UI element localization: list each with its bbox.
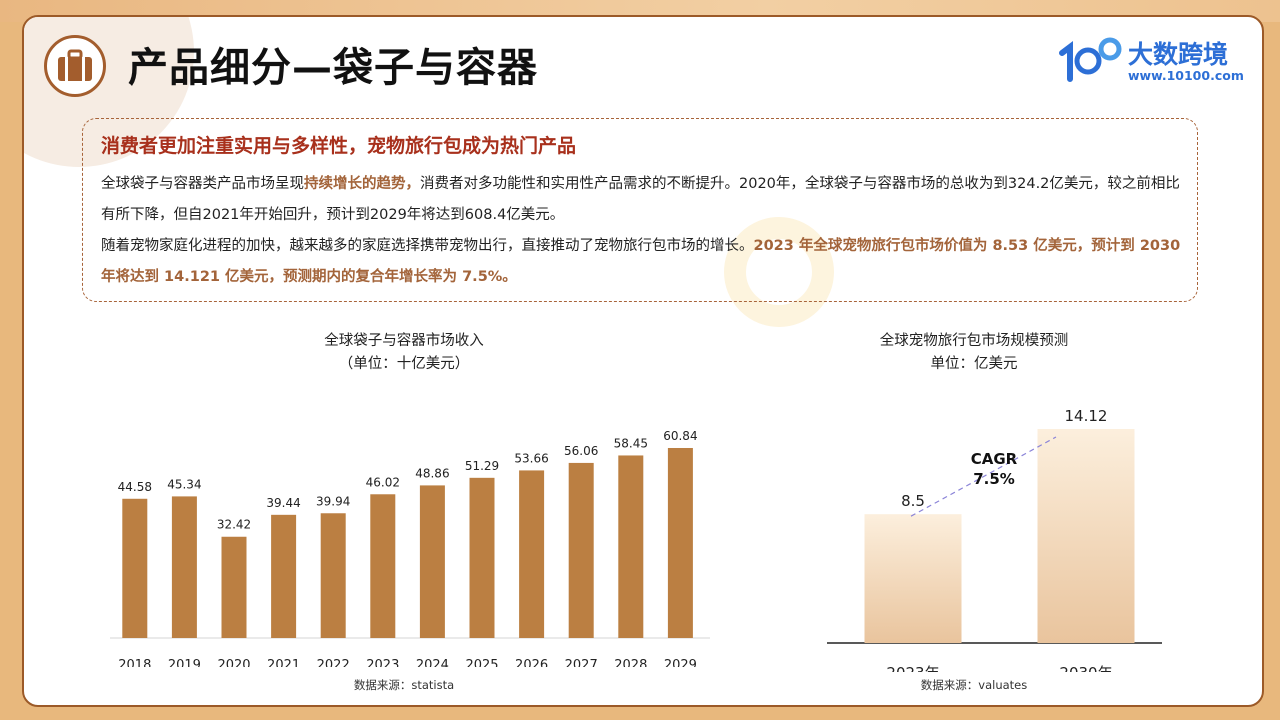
bar — [519, 470, 545, 638]
info-p1-text-end: 消费者对多功能性和实用性产品需求的不断提升。2020年，全球袋子与容器市场的总收… — [101, 176, 1180, 223]
x-tick-label: 2029 — [664, 658, 697, 667]
x-tick-label: 2021 — [267, 658, 300, 667]
cagr-label: CAGR — [971, 450, 1018, 468]
x-tick-label: 2027 — [565, 658, 598, 667]
bar-value-label: 58.45 — [614, 436, 648, 450]
logo-mark-icon — [1059, 37, 1122, 82]
x-tick-label: 2022 — [317, 658, 350, 667]
x-tick-label: 2025 — [465, 658, 498, 667]
bar — [320, 513, 346, 638]
travel-bag-chart-title: 全球宠物旅行包市场规模预测 — [879, 333, 1069, 349]
bar-chart-title-block: 全球袋子与容器市场收入 （单位：十亿美元） — [254, 330, 554, 376]
bar — [419, 485, 445, 638]
slide-card: 产品细分—袋子与容器 大数跨境 www.10100.com 消费者更加注重实用与… — [22, 15, 1264, 707]
brand-logo: 大数跨境 www.10100.com — [1058, 35, 1248, 95]
bar-chart-source: 数据来源：statista — [353, 678, 455, 692]
bar — [370, 494, 396, 638]
bar-value-label: 32.42 — [217, 518, 251, 532]
bar-value-label: 8.5 — [901, 492, 925, 510]
x-tick-label: 2023 — [366, 658, 399, 667]
x-tick-label: 2024 — [416, 658, 449, 667]
info-p2-text: 随着宠物家庭化进程的加快，越来越多的家庭选择携带宠物出行，直接推动了宠物旅行包市… — [101, 238, 754, 254]
travel-bag-chart-title-block: 全球宠物旅行包市场规模预测 单位：亿美元 — [824, 330, 1124, 376]
bar-value-label: 46.02 — [366, 475, 400, 489]
info-box: 消费者更加注重实用与多样性，宠物旅行包成为热门产品 全球袋子与容器类产品市场呈现… — [82, 118, 1198, 302]
logo-url: www.10100.com — [1128, 68, 1244, 83]
x-tick-label: 2020 — [217, 658, 250, 667]
cagr-value: 7.5% — [973, 470, 1015, 488]
market-revenue-bar-chart: 44.58 2018 45.34 2019 32.42 2020 39.44 2021 39.9… — [110, 429, 710, 667]
page-title: 产品细分—袋子与容器 — [128, 45, 538, 91]
x-tick-label: 2019 — [168, 658, 201, 667]
bar-value-label: 39.44 — [266, 496, 300, 510]
bar-value-label: 45.34 — [167, 477, 201, 491]
bar-chart-subtitle: （单位：十亿美元） — [338, 356, 470, 372]
cagr-trend-line — [910, 436, 1057, 517]
travel-bag-chart-source: 数据来源：valuates — [920, 678, 1028, 692]
info-p2-highlight: 2023 年全球宠物旅行包市场价值为 8.53 亿美元，预计到 2030 年将达… — [101, 238, 1181, 285]
bar-value-label: 44.58 — [118, 480, 152, 494]
bar-value-label: 56.06 — [564, 444, 598, 458]
bar — [171, 496, 197, 638]
bar — [568, 462, 594, 638]
bar-value-label: 39.94 — [316, 494, 350, 508]
bar — [122, 498, 148, 638]
bar-value-label: 51.29 — [465, 459, 499, 473]
bar — [667, 447, 693, 638]
x-tick-label: 2026 — [515, 658, 548, 667]
bar — [271, 514, 297, 638]
x-tick-label: 2018 — [118, 658, 151, 667]
bar-value-label: 60.84 — [663, 429, 697, 443]
bar — [618, 455, 644, 638]
bar — [864, 514, 962, 643]
info-p1-text: 全球袋子与容器类产品市场呈现 — [101, 176, 304, 192]
bar-value-label: 48.86 — [415, 466, 449, 480]
info-p1-highlight: 持续增长的趋势， — [304, 176, 420, 192]
bar — [469, 477, 495, 638]
bar-value-label: 14.12 — [1065, 407, 1108, 425]
info-text: 全球袋子与容器类产品市场呈现持续增长的趋势，消费者对多功能性和实用性产品需求的不… — [101, 169, 1181, 293]
bar — [221, 536, 247, 638]
bar — [1037, 429, 1135, 643]
bar-chart-title: 全球袋子与容器市场收入 — [324, 333, 484, 349]
info-heading: 消费者更加注重实用与多样性，宠物旅行包成为热门产品 — [101, 135, 577, 157]
briefcase-icon — [44, 35, 106, 97]
x-tick-label: 2028 — [614, 658, 647, 667]
bar-value-label: 53.66 — [514, 451, 548, 465]
travel-bag-chart-subtitle: 单位：亿美元 — [930, 356, 1018, 372]
logo-name: 大数跨境 — [1128, 40, 1229, 69]
